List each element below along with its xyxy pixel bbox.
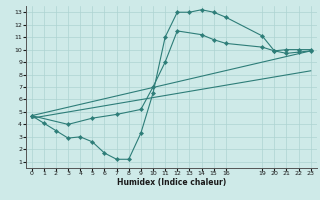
X-axis label: Humidex (Indice chaleur): Humidex (Indice chaleur) (116, 178, 226, 187)
